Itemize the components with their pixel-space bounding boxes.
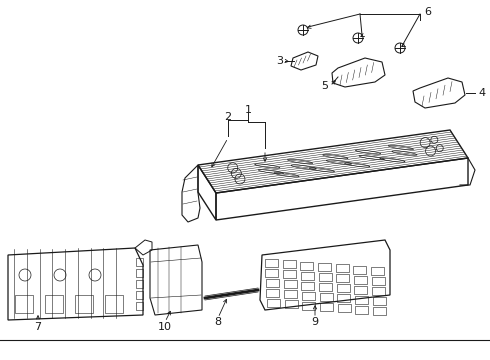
Text: 9: 9 [312, 317, 318, 327]
Bar [266, 279, 279, 287]
Bar [336, 274, 349, 283]
Text: 7: 7 [34, 322, 42, 332]
Bar [136, 280, 143, 288]
Bar [283, 260, 295, 268]
Bar [75, 295, 93, 313]
Bar [301, 282, 314, 289]
Bar [136, 302, 143, 310]
Bar [285, 300, 297, 308]
Bar [337, 284, 350, 292]
Text: 1: 1 [245, 105, 251, 115]
Bar [136, 258, 143, 266]
Bar [336, 265, 349, 273]
Bar [354, 286, 368, 294]
Text: 5: 5 [321, 81, 328, 91]
Bar [373, 307, 386, 315]
Bar [284, 280, 296, 288]
Bar [338, 305, 351, 312]
Bar [45, 295, 63, 313]
Bar [355, 306, 368, 314]
Bar [371, 267, 384, 275]
Bar [267, 289, 279, 297]
Text: 2: 2 [224, 112, 232, 122]
Bar [283, 270, 296, 278]
Bar [337, 294, 350, 302]
Bar [267, 299, 280, 307]
Bar [136, 269, 143, 277]
Bar [319, 293, 333, 301]
Bar [318, 273, 332, 281]
Text: 6: 6 [424, 7, 431, 17]
Text: 8: 8 [215, 317, 221, 327]
Bar [265, 259, 278, 267]
Bar [105, 295, 123, 313]
Bar [371, 277, 385, 285]
Bar [372, 297, 386, 305]
Bar [266, 269, 278, 277]
Bar [354, 276, 367, 284]
Bar [302, 302, 315, 310]
Bar [319, 283, 332, 291]
Text: 4: 4 [478, 88, 485, 98]
Bar [284, 290, 297, 298]
Bar [15, 295, 33, 313]
Bar [301, 271, 314, 280]
Text: 10: 10 [158, 322, 172, 332]
Bar [355, 296, 368, 304]
Bar [302, 292, 315, 300]
Bar [136, 291, 143, 299]
Bar [300, 262, 313, 270]
Bar [353, 266, 367, 274]
Text: 3: 3 [276, 56, 284, 66]
Bar [318, 263, 331, 271]
Bar [372, 287, 385, 295]
Bar [320, 303, 333, 311]
